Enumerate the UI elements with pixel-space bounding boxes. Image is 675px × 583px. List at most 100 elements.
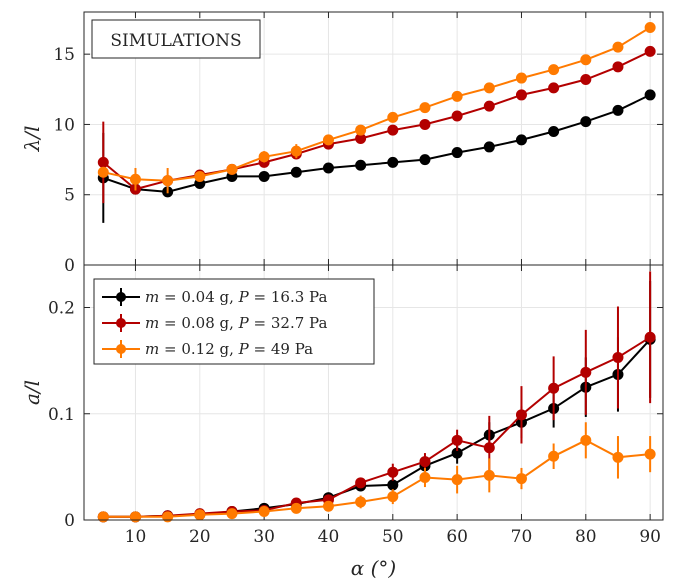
data-point bbox=[644, 89, 656, 101]
x-tick-label: 90 bbox=[639, 527, 661, 547]
data-point bbox=[322, 162, 334, 174]
data-point bbox=[580, 366, 592, 378]
data-point bbox=[387, 111, 399, 123]
data-point bbox=[387, 479, 399, 491]
top-panel: 0 5 10 15 λ/l SIMULATIONS bbox=[20, 11, 664, 276]
data-point bbox=[548, 82, 560, 94]
x-tick-label: 80 bbox=[575, 527, 597, 547]
data-point bbox=[451, 147, 463, 159]
data-point bbox=[97, 166, 109, 178]
data-point bbox=[451, 474, 463, 486]
legend-p-var: P bbox=[234, 288, 250, 306]
data-point bbox=[419, 154, 431, 166]
data-point bbox=[612, 451, 624, 463]
legend-label: m = 0.04 g, P = 16.3 Pa bbox=[145, 288, 327, 306]
legend-m-var: m bbox=[145, 314, 159, 332]
data-point bbox=[644, 45, 656, 57]
data-point bbox=[451, 110, 463, 122]
data-point bbox=[548, 125, 560, 137]
series-line bbox=[102, 93, 651, 193]
y-axis-label: λ/l bbox=[20, 126, 44, 153]
legend-m-value: = 0.08 g, bbox=[159, 314, 234, 332]
x-tick-label: 50 bbox=[382, 527, 404, 547]
legend-p-value: = 32.7 Pa bbox=[249, 314, 328, 332]
x-tick-label: 40 bbox=[318, 527, 340, 547]
data-point bbox=[355, 124, 367, 136]
series-2 bbox=[97, 422, 656, 523]
data-point bbox=[129, 173, 141, 185]
data-point bbox=[515, 89, 527, 101]
data-point bbox=[387, 124, 399, 136]
data-point bbox=[580, 54, 592, 66]
legend-marker bbox=[116, 318, 126, 328]
data-point bbox=[515, 409, 527, 421]
data-point bbox=[162, 175, 174, 187]
data-point bbox=[451, 434, 463, 446]
x-tick-label: 70 bbox=[511, 527, 533, 547]
data-point bbox=[387, 466, 399, 478]
legend-marker bbox=[116, 292, 126, 302]
data-point bbox=[515, 72, 527, 84]
x-tick-label: 30 bbox=[253, 527, 275, 547]
data-point bbox=[322, 500, 334, 512]
data-point bbox=[355, 496, 367, 508]
axes-frame bbox=[83, 264, 664, 521]
x-tick-label: 60 bbox=[446, 527, 468, 547]
data-point bbox=[129, 511, 141, 523]
data-point bbox=[515, 473, 527, 485]
data-point bbox=[194, 170, 206, 182]
legend-m-var: m bbox=[145, 288, 159, 306]
legend-p-value: = 16.3 Pa bbox=[249, 288, 328, 306]
data-point bbox=[387, 156, 399, 168]
data-point bbox=[548, 64, 560, 76]
data-point bbox=[387, 491, 399, 503]
legend-marker bbox=[116, 344, 126, 354]
data-point bbox=[258, 151, 270, 163]
y-tick-label: 15 bbox=[53, 45, 75, 65]
data-point bbox=[162, 511, 174, 523]
data-point bbox=[548, 382, 560, 394]
data-point bbox=[644, 21, 656, 33]
data-point bbox=[355, 477, 367, 489]
data-point bbox=[258, 170, 270, 182]
data-point bbox=[483, 469, 495, 481]
data-point bbox=[483, 82, 495, 94]
legend-box bbox=[93, 278, 375, 365]
bottom-panel: 0 0.1 0.2 10 20 30 40 50 60 70 80 90 a/l α (°) m = 0.0… bbox=[20, 264, 664, 580]
data-point bbox=[515, 134, 527, 146]
x-tick-label: 20 bbox=[189, 527, 211, 547]
legend-m-var: m bbox=[145, 340, 159, 358]
data-point bbox=[612, 41, 624, 53]
series-2 bbox=[97, 21, 656, 194]
data-point bbox=[419, 102, 431, 114]
data-point bbox=[612, 61, 624, 73]
data-point bbox=[226, 163, 238, 175]
y-tick-label: 0 bbox=[64, 511, 75, 531]
y-tick-label: 10 bbox=[53, 115, 75, 135]
legend-m-value: = 0.04 g, bbox=[159, 288, 234, 306]
data-point bbox=[355, 159, 367, 171]
legend-m-value: = 0.12 g, bbox=[159, 340, 234, 358]
legend: m = 0.04 g, P = 16.3 Pam = 0.08 g, P = 3… bbox=[93, 278, 375, 365]
data-point bbox=[548, 450, 560, 462]
data-point bbox=[226, 508, 238, 520]
data-point bbox=[290, 502, 302, 514]
y-tick-label: 0.2 bbox=[48, 299, 75, 319]
data-point bbox=[419, 456, 431, 468]
data-point bbox=[419, 472, 431, 483]
data-point bbox=[580, 73, 592, 85]
y-tick-label: 0.1 bbox=[48, 405, 75, 425]
data-point bbox=[483, 442, 495, 454]
legend-label: m = 0.12 g, P = 49 Pa bbox=[145, 340, 313, 358]
data-point bbox=[580, 434, 592, 446]
data-point bbox=[580, 116, 592, 128]
data-point bbox=[290, 145, 302, 157]
data-point bbox=[644, 331, 656, 343]
data-point bbox=[612, 351, 624, 363]
data-point bbox=[194, 509, 206, 521]
data-point bbox=[258, 506, 270, 517]
data-point bbox=[322, 134, 334, 146]
data-point bbox=[451, 90, 463, 102]
data-point bbox=[644, 448, 656, 460]
x-tick-label: 10 bbox=[125, 527, 147, 547]
